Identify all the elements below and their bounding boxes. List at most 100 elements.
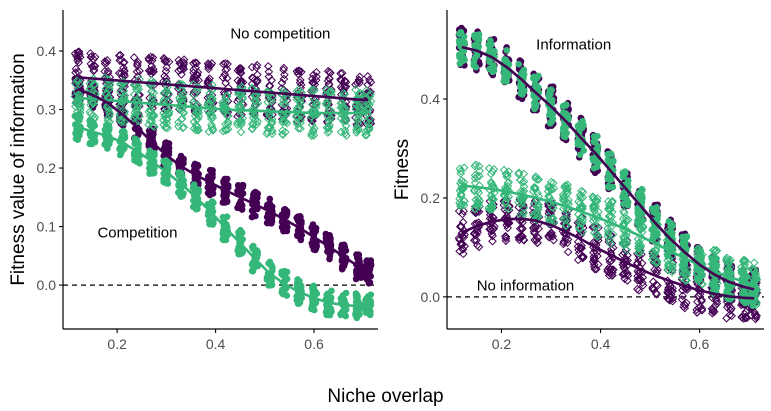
y-tick-label: 0.0: [421, 289, 441, 305]
data-point: [239, 181, 246, 189]
data-point: [250, 265, 257, 273]
data-point: [237, 226, 244, 234]
data-point: [336, 103, 346, 113]
data-point: [341, 82, 351, 91]
data-point: [322, 100, 331, 110]
data-point: [189, 72, 199, 81]
data-point: [364, 122, 374, 132]
data-point: [209, 174, 216, 181]
data-point: [355, 76, 364, 85]
data-point: [364, 293, 372, 300]
data-point: [144, 120, 153, 130]
data-point: [192, 205, 200, 213]
data-point: [102, 55, 112, 65]
data-point: [177, 115, 186, 124]
data-point: [133, 97, 142, 106]
data-point: [162, 114, 171, 124]
data-point: [179, 122, 188, 132]
data-point: [295, 66, 304, 76]
data-point: [249, 111, 259, 120]
data-point: [74, 58, 84, 67]
x-tick-label: 0.4: [206, 336, 226, 352]
data-point: [218, 98, 227, 107]
data-point: [294, 124, 303, 133]
data-point: [326, 255, 333, 263]
data-point: [517, 84, 524, 91]
data-point: [532, 80, 539, 88]
data-point: [362, 125, 372, 135]
data-point: [209, 167, 216, 174]
data-point: [354, 124, 363, 134]
data-point: [562, 130, 569, 137]
data-point: [105, 127, 113, 134]
data-point: [130, 75, 140, 85]
data-point: [89, 65, 99, 75]
data-point: [223, 111, 233, 121]
data-point: [210, 217, 217, 224]
data-point: [206, 61, 215, 70]
data-point: [278, 129, 287, 139]
left-panel: 0.0 0.1 0.2 0.3 0.4 0.2 0.4 0.6 Fitness value of…: [8, 10, 378, 352]
data-point: [189, 117, 199, 127]
data-point: [189, 59, 198, 68]
data-point: [74, 100, 84, 109]
data-point: [221, 78, 230, 88]
data-point: [311, 240, 318, 247]
data-point: [237, 76, 246, 85]
data-point: [456, 60, 464, 67]
annotation-competition: Competition: [97, 224, 177, 241]
data-point: [264, 114, 273, 124]
data-point: [254, 248, 261, 256]
data-point: [363, 72, 373, 81]
data-point: [72, 51, 81, 61]
data-point: [367, 307, 374, 315]
data-point: [311, 99, 321, 109]
data-point: [204, 127, 214, 137]
data-point: [310, 106, 320, 116]
data-point: [218, 126, 228, 136]
data-point: [221, 120, 230, 129]
data-point: [89, 131, 96, 139]
data-point: [336, 127, 346, 137]
data-point: [235, 186, 242, 193]
data-point: [87, 62, 97, 71]
data-point: [90, 52, 100, 62]
data-point: [207, 114, 216, 124]
data-point: [115, 115, 124, 125]
data-point: [365, 75, 374, 85]
data-point: [178, 93, 188, 102]
data-point: [307, 120, 317, 130]
data-point: [339, 307, 347, 315]
data-point: [223, 59, 232, 69]
data-point: [159, 115, 168, 125]
data-point: [622, 169, 629, 177]
data-point: [133, 57, 143, 67]
data-point: [71, 64, 81, 74]
data-point: [307, 112, 316, 122]
data-point: [339, 89, 348, 98]
data-point: [177, 185, 185, 192]
data-point: [323, 76, 333, 86]
data-point: [129, 53, 139, 62]
data-point: [221, 175, 228, 183]
data-point: [264, 67, 274, 77]
data-point: [338, 265, 346, 273]
data-point: [263, 219, 271, 227]
y-tick-label: 0.1: [37, 219, 57, 235]
data-point: [325, 120, 334, 130]
data-point: [308, 127, 318, 137]
data-point: [221, 65, 230, 75]
data-point: [281, 206, 289, 213]
data-point: [311, 306, 318, 314]
data-point: [233, 66, 243, 75]
data-point: [150, 151, 157, 159]
data-point: [221, 199, 229, 206]
data-point: [72, 130, 79, 137]
data-point: [101, 89, 111, 99]
data-point: [310, 284, 318, 292]
data-point: [133, 61, 142, 71]
data-point: [474, 35, 482, 43]
data-point: [263, 61, 273, 71]
y-axis-title: Fitness value of information: [8, 53, 29, 285]
